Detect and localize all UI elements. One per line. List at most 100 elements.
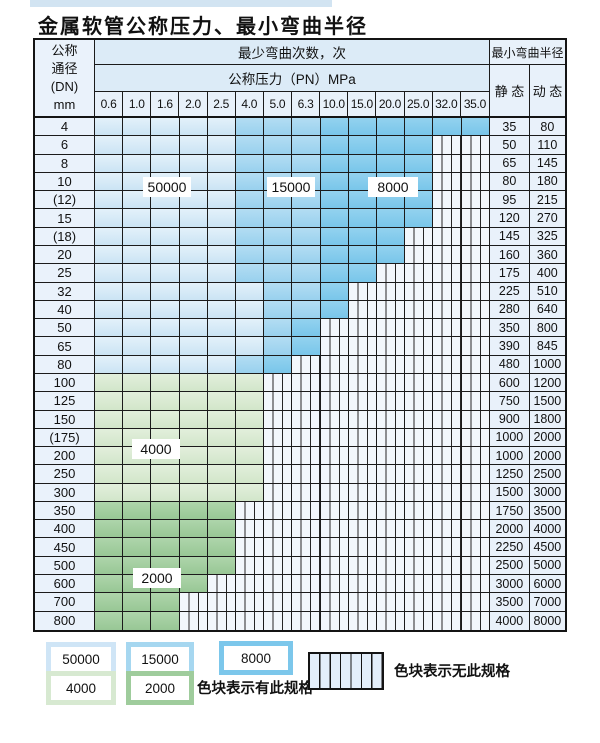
legend-no-spec-label: 色块表示无此规格 xyxy=(394,664,510,680)
matrix-cell-spec xyxy=(123,319,152,338)
dn-cell: 400 xyxy=(35,520,95,539)
matrix-cell-spec xyxy=(264,319,293,338)
table-row: 50 350 800 xyxy=(35,319,565,338)
matrix-cell-nospec xyxy=(264,465,293,484)
matrix-cell-nospec xyxy=(461,154,490,173)
table-row: 4 35 80 xyxy=(35,118,565,137)
static-radius-cell: 145 xyxy=(489,227,530,246)
dn-cell: 65 xyxy=(35,337,95,356)
matrix-cell-spec xyxy=(123,209,152,228)
static-radius-cell: 750 xyxy=(489,392,530,411)
matrix-cell-spec xyxy=(264,337,293,356)
matrix-cell-nospec xyxy=(433,373,462,393)
matrix-cell-spec xyxy=(95,465,124,484)
matrix-cell-spec xyxy=(95,538,124,557)
dynamic-radius-cell: 800 xyxy=(529,319,565,338)
matrix-cell-nospec xyxy=(405,410,434,429)
pressure-col-header: 20.0 xyxy=(376,92,405,116)
matrix-cell-nospec xyxy=(405,501,434,521)
dn-cell: 500 xyxy=(35,556,95,576)
matrix-cell-spec xyxy=(377,154,406,173)
matrix-cell-spec xyxy=(123,410,152,429)
matrix-cell-spec xyxy=(320,191,349,210)
matrix-cell-spec xyxy=(236,373,265,393)
dynamic-radius-cell: 80 xyxy=(529,118,565,137)
matrix-cell-spec xyxy=(292,300,321,320)
matrix-cell-nospec xyxy=(461,593,490,612)
zone-tag-4000: 4000 xyxy=(132,439,180,459)
matrix-cell-spec xyxy=(264,300,293,320)
matrix-cell-nospec xyxy=(292,428,321,448)
matrix-cell-spec xyxy=(179,264,208,283)
matrix-cell-nospec xyxy=(461,465,490,484)
matrix-cell-spec xyxy=(292,227,321,246)
matrix-cell-nospec xyxy=(264,611,293,630)
matrix-cell-nospec xyxy=(433,172,462,192)
matrix-cell-nospec xyxy=(433,264,462,283)
matrix-cell-nospec xyxy=(433,300,462,320)
matrix-cell-spec xyxy=(207,483,237,502)
matrix-cell-nospec xyxy=(348,465,378,484)
matrix-cell-spec xyxy=(377,227,406,246)
matrix-cell-spec xyxy=(151,410,180,429)
matrix-cell-spec xyxy=(207,373,237,393)
matrix-cell-spec xyxy=(320,227,349,246)
matrix-cell-nospec xyxy=(405,245,434,265)
header-static-dynamic: 静 态 动 态 xyxy=(490,65,565,116)
matrix-cell-spec xyxy=(95,392,124,411)
matrix-cell-spec xyxy=(123,154,152,173)
matrix-cell-nospec xyxy=(461,428,490,448)
matrix-cell-spec xyxy=(179,245,208,265)
dn-cell: 40 xyxy=(35,300,95,320)
matrix-cell-spec xyxy=(123,300,152,320)
matrix-cell-nospec xyxy=(264,593,293,612)
matrix-cell-spec xyxy=(151,355,180,374)
table-header: 公称 通径 (DN) mm 最少弯曲次数，次 公称压力（PN）MPa 0.6 1.… xyxy=(35,40,565,118)
matrix-cell-nospec xyxy=(236,501,265,521)
table-row: 65 390 845 xyxy=(35,337,565,356)
matrix-cell-spec xyxy=(207,118,237,137)
matrix-cell-spec xyxy=(179,428,208,448)
matrix-cell-nospec xyxy=(348,447,378,466)
dynamic-radius-cell: 3500 xyxy=(529,501,565,521)
matrix-cell-spec xyxy=(236,209,265,228)
table-row: 32 225 510 xyxy=(35,282,565,301)
matrix-cell-nospec xyxy=(320,428,349,448)
matrix-cell-spec xyxy=(123,593,152,612)
matrix-cell-spec xyxy=(405,154,434,173)
legend-has-spec-label: 色块表示有此规格 xyxy=(197,681,313,697)
matrix-cell-nospec xyxy=(348,520,378,539)
matrix-cell-spec xyxy=(207,337,237,356)
matrix-cell-spec xyxy=(151,227,180,246)
table-row: (175) 1000 2000 xyxy=(35,428,565,448)
matrix-cell-spec xyxy=(236,154,265,173)
matrix-cell-spec xyxy=(236,172,265,192)
matrix-cell-spec xyxy=(207,319,237,338)
matrix-cell-spec xyxy=(151,373,180,393)
matrix-cell-spec xyxy=(95,410,124,429)
matrix-cell-spec xyxy=(151,209,180,228)
static-radius-cell: 50 xyxy=(489,136,530,155)
matrix-cell-spec xyxy=(377,118,406,137)
matrix-cell-nospec xyxy=(377,337,406,356)
matrix-cell-nospec xyxy=(348,392,378,411)
matrix-cell-nospec xyxy=(461,501,490,521)
dynamic-radius-cell: 110 xyxy=(529,136,565,155)
static-radius-cell: 280 xyxy=(489,300,530,320)
matrix-cell-nospec xyxy=(405,355,434,374)
dynamic-radius-cell: 2000 xyxy=(529,428,565,448)
matrix-cell-nospec xyxy=(405,337,434,356)
table-row: 6 50 110 xyxy=(35,136,565,155)
matrix-cell-spec xyxy=(123,501,152,521)
pressure-col-header: 2.5 xyxy=(207,92,236,116)
matrix-cell-spec xyxy=(292,209,321,228)
matrix-cell-nospec xyxy=(348,501,378,521)
matrix-cell-spec xyxy=(292,264,321,283)
matrix-cell-nospec xyxy=(320,392,349,411)
matrix-cell-spec xyxy=(179,538,208,557)
dynamic-radius-cell: 1500 xyxy=(529,392,565,411)
static-radius-cell: 175 xyxy=(489,264,530,283)
matrix-cell-nospec xyxy=(377,465,406,484)
matrix-cell-nospec xyxy=(433,355,462,374)
matrix-cell-spec xyxy=(123,373,152,393)
